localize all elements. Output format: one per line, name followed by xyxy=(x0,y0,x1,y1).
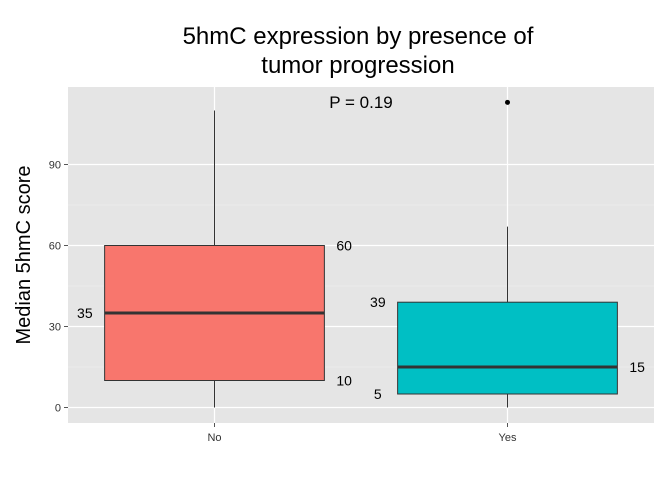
y-tick-label: 30 xyxy=(49,322,61,334)
x-tick-label: No xyxy=(207,432,221,444)
median-label: 15 xyxy=(629,359,645,375)
x-tick-label: Yes xyxy=(499,432,517,444)
q3-label: 39 xyxy=(370,294,386,310)
y-tick-label: 0 xyxy=(55,403,61,415)
q3-label: 60 xyxy=(336,238,352,254)
axis-ticks: 0 30 60 90 No Yes xyxy=(49,160,517,445)
y-axis-label: Median 5hmC score xyxy=(13,166,35,345)
box-yes: 15 39 5 xyxy=(370,99,645,408)
box-body xyxy=(397,301,618,395)
median-label: 35 xyxy=(77,305,93,321)
y-tick-label: 90 xyxy=(49,160,61,172)
box-series: 35 60 10 15 39 5 xyxy=(77,99,645,408)
p-value-annotation: P = 0.19 xyxy=(329,93,393,112)
y-tick-label: 60 xyxy=(49,241,61,253)
outlier-point xyxy=(505,99,510,105)
q1-label: 10 xyxy=(336,373,352,389)
q1-label: 5 xyxy=(374,386,382,402)
chart-title-line-2: tumor progression xyxy=(261,52,454,79)
chart-title-line-1: 5hmC expression by presence of xyxy=(183,23,534,50)
box-no: 35 60 10 xyxy=(77,110,352,408)
